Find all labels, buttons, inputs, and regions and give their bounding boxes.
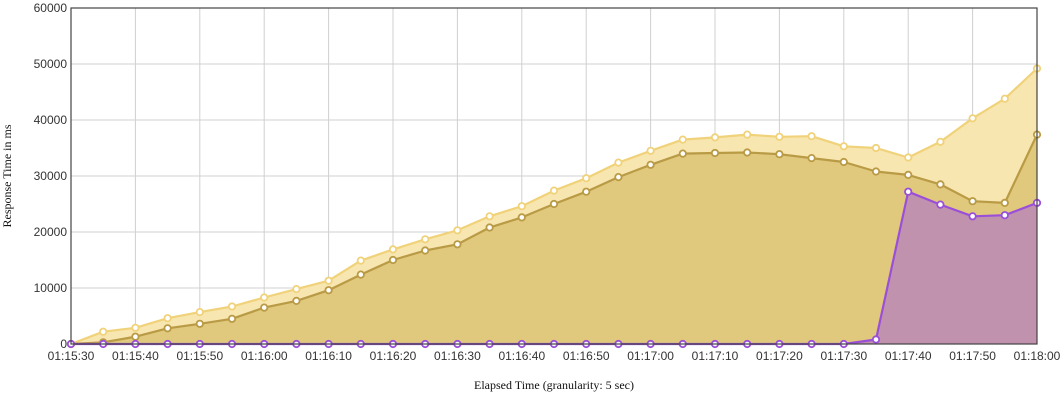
- series-1-point[interactable]: [904, 153, 913, 162]
- x-tick-label: 01:16:40: [498, 349, 545, 363]
- series-2-point[interactable]: [968, 197, 977, 206]
- y-tick-label: 20000: [34, 225, 68, 239]
- series-1-point[interactable]: [775, 132, 784, 141]
- series-2-point[interactable]: [678, 149, 687, 158]
- series-1-point[interactable]: [871, 143, 881, 153]
- x-tick-label: 01:17:50: [949, 349, 996, 363]
- x-tick-label: 01:17:00: [627, 349, 674, 363]
- x-tick-label: 01:15:30: [48, 349, 95, 363]
- x-axis-ticks: 01:15:30 01:15:40 01:15:50 01:16:00 01:16:10…: [48, 349, 1060, 363]
- y-tick-label: 50000: [34, 57, 68, 71]
- series-2-area: [71, 134, 1037, 344]
- x-tick-label: 01:18:00: [1014, 349, 1060, 363]
- series-1-point[interactable]: [614, 158, 623, 167]
- series-1-point[interactable]: [968, 114, 977, 123]
- x-tick-label: 01:16:10: [305, 349, 352, 363]
- y-tick-label: 0: [60, 337, 67, 351]
- x-tick-label: 01:15:40: [112, 349, 159, 363]
- series-2-point[interactable]: [388, 255, 398, 265]
- series-1-point[interactable]: [549, 186, 559, 195]
- x-tick-label: 01:17:20: [756, 349, 803, 363]
- x-tick-label: 01:16:30: [434, 349, 481, 363]
- series-2-point[interactable]: [517, 213, 526, 222]
- series-1-point[interactable]: [807, 132, 816, 141]
- y-tick-label: 10000: [34, 281, 68, 295]
- series-1-point[interactable]: [260, 293, 269, 302]
- series-2-point[interactable]: [807, 154, 816, 163]
- series-1-point[interactable]: [582, 174, 591, 183]
- plot-frame: [70, 7, 1038, 345]
- series-2-point[interactable]: [163, 324, 172, 333]
- series-2-point[interactable]: [1000, 198, 1009, 207]
- series-2-point[interactable]: [421, 246, 430, 255]
- series-2-point[interactable]: [356, 270, 365, 279]
- series-2-point[interactable]: [292, 296, 301, 305]
- series-3-point[interactable]: [904, 187, 913, 196]
- y-axis-ticks: 0 10000 20000 30000 40000 50000 60000: [34, 1, 68, 351]
- series-1-point[interactable]: [131, 323, 140, 332]
- series-3-point[interactable]: [1000, 211, 1009, 220]
- series-1-point[interactable]: [195, 307, 204, 317]
- y-axis-title: Response Time in ms: [0, 124, 14, 227]
- y-tick-label: 30000: [34, 169, 68, 183]
- series-1-point[interactable]: [453, 226, 462, 235]
- series-3-point[interactable]: [968, 212, 977, 221]
- series-1-point[interactable]: [517, 202, 526, 211]
- series-1-point[interactable]: [99, 327, 108, 336]
- series-1-point[interactable]: [388, 245, 398, 254]
- series-2-point[interactable]: [839, 157, 848, 167]
- series-1-point[interactable]: [839, 142, 848, 151]
- series-2-point[interactable]: [904, 170, 913, 179]
- x-tick-label: 01:16:00: [241, 349, 288, 363]
- series-1-point[interactable]: [1000, 94, 1009, 103]
- series-2-point[interactable]: [936, 180, 945, 189]
- x-tick-label: 01:17:10: [692, 349, 739, 363]
- series-2-point[interactable]: [260, 303, 269, 312]
- y-tick-label: 60000: [34, 1, 68, 15]
- series-3-point[interactable]: [936, 200, 945, 209]
- series-1-point[interactable]: [227, 302, 237, 311]
- x-tick-label: 01:17:40: [885, 349, 932, 363]
- y-tick-label: 40000: [34, 113, 68, 127]
- series-1-point[interactable]: [356, 256, 365, 265]
- series-1-point[interactable]: [743, 130, 752, 139]
- series-2-point[interactable]: [871, 167, 881, 176]
- series-2-point[interactable]: [549, 199, 559, 209]
- series-1-point[interactable]: [678, 135, 687, 144]
- series-2-point[interactable]: [775, 150, 784, 159]
- series-2-point[interactable]: [485, 223, 494, 232]
- series-1-point[interactable]: [485, 212, 494, 221]
- series-1-point[interactable]: [421, 235, 430, 244]
- x-axis-title: Elapsed Time (granularity: 5 sec): [474, 378, 634, 392]
- series-1-point[interactable]: [324, 276, 333, 285]
- series-2-point[interactable]: [453, 240, 462, 249]
- series-2-point[interactable]: [131, 332, 140, 341]
- series-2-point[interactable]: [646, 160, 655, 169]
- series-2-point[interactable]: [324, 286, 333, 295]
- series-3-point[interactable]: [871, 335, 881, 344]
- x-tick-label: 01:17:30: [820, 349, 867, 363]
- series-2-point[interactable]: [710, 148, 720, 158]
- series-2-point[interactable]: [614, 173, 623, 182]
- series-2-point[interactable]: [743, 148, 752, 157]
- series-1-point[interactable]: [936, 137, 945, 146]
- series-2-point[interactable]: [227, 314, 237, 323]
- series-2-point[interactable]: [195, 319, 204, 328]
- x-tick-label: 01:16:50: [563, 349, 610, 363]
- x-tick-label: 01:16:20: [370, 349, 417, 363]
- series-1-point[interactable]: [163, 314, 172, 323]
- series-1-point[interactable]: [292, 284, 301, 294]
- series-2-point[interactable]: [582, 187, 591, 196]
- series-1-point[interactable]: [646, 146, 655, 155]
- x-tick-label: 01:15:50: [176, 349, 223, 363]
- series-1-point[interactable]: [710, 133, 720, 142]
